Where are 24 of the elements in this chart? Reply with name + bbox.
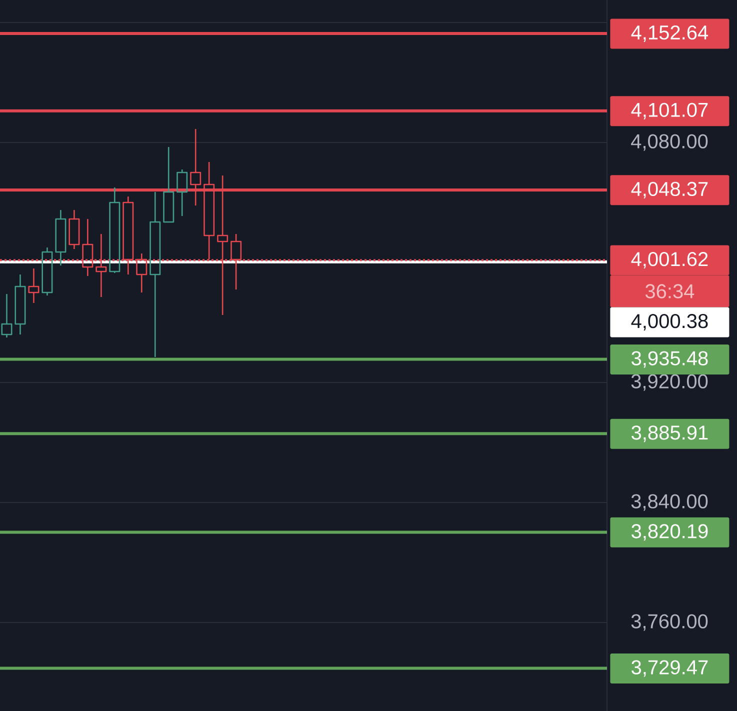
y-tick-label: 4,080.00 xyxy=(631,134,708,151)
candlestick xyxy=(55,209,66,266)
candlestick xyxy=(163,146,174,223)
candlestick xyxy=(1,293,12,338)
candlestick xyxy=(150,191,161,358)
ref-line-label: 4,048.37 xyxy=(631,182,708,198)
text: 36:34 xyxy=(645,284,694,298)
ref-line-label: 3,935.48 xyxy=(632,351,708,368)
ref-line-label: 3,729.47 xyxy=(632,660,708,677)
ref-line-label: 4,101.07 xyxy=(631,102,708,120)
candlestick xyxy=(68,209,80,250)
y-tick-label: 3,920.00 xyxy=(631,374,708,391)
candlestick xyxy=(42,246,53,296)
candlestick xyxy=(28,268,40,304)
ref-line-label: 4,152.64 xyxy=(631,25,708,42)
ref-line-label: 3,885.91 xyxy=(632,426,708,442)
ref-line-label: 3,820.19 xyxy=(632,524,708,541)
y-tick-label: 3,760.00 xyxy=(631,614,708,631)
ref-line-label: 4,001.62 xyxy=(631,252,708,269)
candlestick xyxy=(14,274,26,336)
candlestick xyxy=(109,186,120,274)
candlestick xyxy=(176,168,188,217)
ref-line-label: 4,000.38 xyxy=(631,314,708,331)
y-tick-label: 3,840.00 xyxy=(631,494,708,511)
